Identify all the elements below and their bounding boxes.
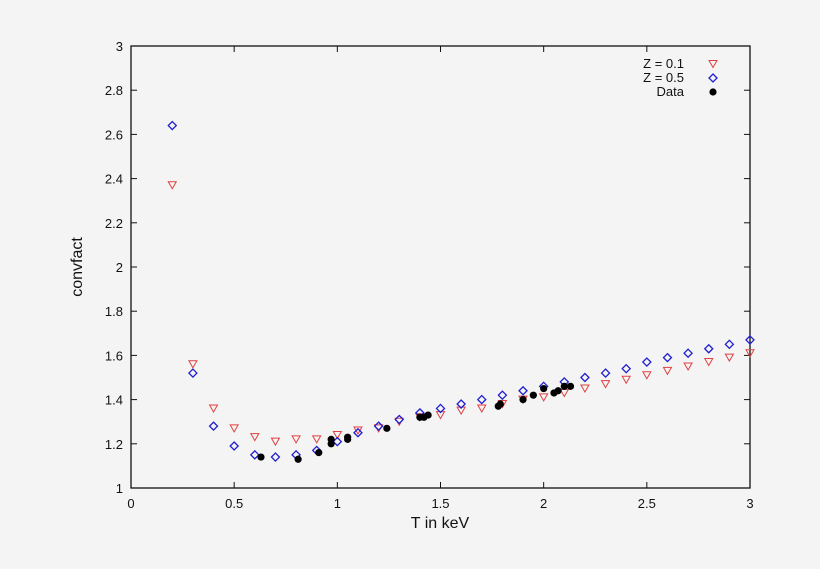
data-point: [270, 452, 281, 462]
data-point: [600, 368, 611, 378]
y-tick-label: 2.4: [105, 172, 123, 187]
data-point: [294, 455, 302, 463]
data-point: [540, 384, 548, 393]
data-point: [394, 414, 405, 425]
data-point: [249, 433, 260, 442]
data-point: [566, 382, 575, 390]
data-point: [311, 435, 322, 444]
plot-border: [130, 45, 751, 489]
data-point: [208, 404, 219, 413]
plot-frame: [130, 45, 751, 489]
data-point: [476, 394, 487, 405]
data-point: [249, 449, 260, 460]
data-point: [332, 436, 343, 447]
y-tick-label: 2.8: [105, 83, 123, 98]
data-point: [560, 382, 568, 390]
data-point: [621, 375, 632, 385]
data-point: [641, 371, 652, 380]
data-point: [703, 358, 714, 367]
data-point: [257, 453, 265, 461]
y-tick-label: 2.2: [105, 216, 123, 231]
data-points: [167, 120, 755, 463]
data-point: [518, 385, 528, 396]
data-point: [424, 411, 432, 419]
data-point: [435, 403, 446, 414]
data-point: [208, 421, 219, 432]
data-point: [683, 348, 694, 359]
y-tick-label: 1.6: [105, 348, 123, 363]
y-tick-label: 1.2: [105, 437, 123, 452]
data-point: [724, 353, 735, 363]
data-point: [683, 362, 693, 371]
y-axis: 1 1.2 1.4 1.6 1.8 2 2.2 2.4 2.6 2.8 3: [105, 39, 750, 496]
data-point: [724, 339, 735, 350]
data-point: [538, 393, 549, 402]
data-point: [580, 372, 590, 383]
y-tick-label: 3: [116, 39, 123, 54]
x-tick-label: 1: [334, 496, 341, 511]
x-axis: 0 0.5 1 1.5 2 2.5 3: [127, 46, 754, 511]
data-point: [662, 366, 673, 376]
data-point: [167, 181, 178, 190]
data-point: [554, 387, 562, 395]
data-point: [353, 427, 363, 438]
legend-label: Data: [657, 84, 685, 99]
data-point: [327, 435, 335, 443]
data-point: [497, 390, 508, 401]
data-point: [745, 335, 755, 345]
legend-label: Z = 0.1: [643, 56, 684, 71]
legend-marker: [709, 88, 717, 96]
data-point: [332, 430, 343, 440]
data-point: [745, 349, 755, 358]
data-point: [456, 399, 467, 409]
y-tick-label: 1.8: [105, 304, 123, 319]
legend-marker: [708, 73, 718, 83]
data-point: [291, 435, 301, 444]
x-tick-label: 2.5: [638, 496, 656, 511]
data-point: [270, 437, 281, 447]
x-tick-label: 2: [540, 496, 547, 511]
data-point: [167, 120, 178, 131]
y-axis-title: convfact: [69, 237, 86, 297]
data-point: [373, 421, 384, 432]
legend-marker: [708, 60, 718, 69]
data-point: [187, 368, 198, 378]
data-point: [600, 380, 611, 389]
data-point: [529, 391, 537, 399]
x-tick-label: 0.5: [225, 496, 243, 511]
y-tick-label: 2.6: [105, 127, 123, 142]
data-point: [229, 441, 240, 451]
data-point: [496, 400, 504, 408]
data-point: [519, 396, 527, 404]
x-axis-title: T in keV: [411, 515, 470, 532]
data-point: [229, 424, 240, 433]
y-tick-label: 2: [116, 260, 123, 275]
legend-label: Z = 0.5: [643, 70, 684, 85]
y-tick-label: 1: [116, 481, 123, 496]
series-z-0-5: [167, 120, 755, 462]
data-point: [703, 343, 714, 354]
data-point: [641, 357, 652, 367]
series-data: [257, 382, 575, 463]
data-point: [344, 433, 352, 441]
data-point: [383, 424, 391, 432]
series-z-0-1: [167, 181, 755, 447]
x-tick-label: 3: [746, 496, 753, 511]
data-point: [580, 384, 590, 394]
data-point: [621, 363, 632, 374]
data-point: [662, 352, 673, 363]
data-point: [476, 404, 487, 413]
x-tick-label: 0: [127, 496, 134, 511]
data-point: [188, 360, 198, 369]
y-tick-label: 1.4: [105, 393, 123, 408]
x-tick-label: 1.5: [431, 496, 449, 511]
data-point: [315, 449, 323, 457]
